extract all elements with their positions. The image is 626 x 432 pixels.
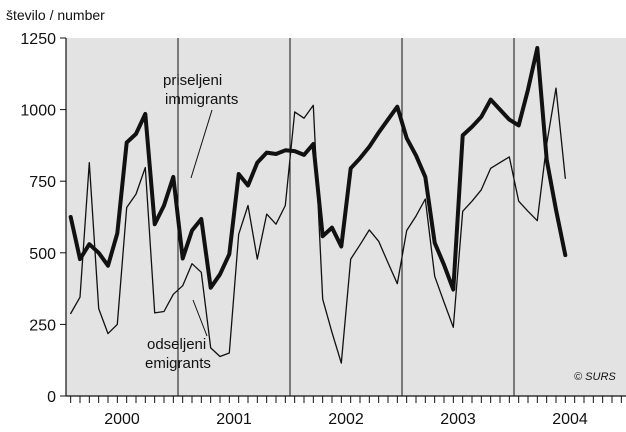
x-ticks: 2000 2001 2002 2003 2004 [70,396,622,428]
year-dividers [177,38,515,396]
x-tick-label-2000: 2000 [104,411,140,428]
legend-immigrants: priseljeni immigrants [163,72,238,179]
y-axis-label: število / number [6,7,105,23]
legend-immigrants-leader [190,109,213,179]
series-line-emigrants [70,87,566,364]
legend-emigrants-leader [192,299,208,337]
x-tick-label-2004: 2004 [552,411,588,428]
legend-emigrants-sl: odseljeni [147,336,206,353]
credit-label: © SURS [574,371,616,383]
legend-immigrants-sl: priseljeni [163,72,222,89]
y-tick-label-4: 1000 [20,103,56,120]
y-tick-label-0: 0 [47,389,56,406]
x-tick-label-2002: 2002 [328,411,364,428]
y-ticks: 0 250 500 750 1000 1250 [20,31,66,406]
y-tick-label-3: 750 [29,174,56,191]
series-layer [68,46,568,364]
legend-emigrants: odseljeni emigrants [145,299,211,372]
y-tick-label-2: 500 [29,246,56,263]
x-tick-label-2003: 2003 [440,411,476,428]
y-tick-label-1: 250 [29,317,56,334]
x-tick-label-2001: 2001 [216,411,252,428]
legend-immigrants-en: immigrants [165,91,238,108]
legend-emigrants-en: emigrants [145,355,211,372]
axes [65,38,626,397]
y-tick-label-5: 1250 [20,31,56,48]
